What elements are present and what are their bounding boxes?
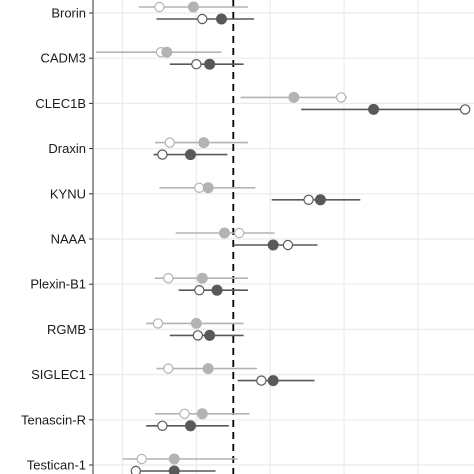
open-point	[152, 318, 164, 329]
y-tick-label: CADM3	[40, 51, 86, 66]
y-axis-ticks: Brorin CADM3 CLEC1B Draxin KYNU NAAA Plexin-B1…	[21, 6, 93, 473]
open-point	[163, 363, 174, 374]
panel-background	[93, 0, 474, 474]
open-point	[157, 420, 168, 431]
open-point	[164, 137, 175, 148]
open-point	[192, 330, 204, 341]
filled-point	[202, 363, 214, 375]
filled-point	[218, 227, 230, 239]
filled-point	[168, 453, 180, 465]
filled-point	[215, 13, 227, 25]
filled-point	[190, 317, 202, 329]
filled-point	[267, 375, 279, 387]
open-point	[179, 408, 190, 419]
open-point	[163, 273, 174, 284]
filled-point	[314, 194, 326, 206]
y-tick-label: CLEC1B	[35, 96, 86, 111]
open-point	[154, 1, 165, 13]
filled-point	[288, 91, 300, 103]
filled-point	[267, 239, 279, 251]
open-point	[335, 92, 347, 103]
filled-point	[211, 284, 223, 296]
filled-point	[196, 272, 208, 284]
open-point	[136, 453, 147, 465]
open-point	[194, 182, 205, 193]
filled-point	[184, 420, 196, 432]
filled-point	[161, 46, 173, 58]
filled-point	[368, 103, 380, 115]
open-point	[256, 375, 267, 386]
y-tick-label: Plexin-B1	[30, 277, 86, 292]
filled-point	[204, 58, 216, 70]
open-point	[459, 104, 471, 115]
filled-point	[204, 329, 216, 341]
y-tick-label: Draxin	[48, 141, 86, 156]
filled-point	[202, 182, 214, 194]
filled-point	[184, 149, 196, 161]
filled-point	[168, 465, 180, 474]
open-point	[157, 149, 168, 160]
filled-point	[198, 137, 210, 149]
open-point	[197, 13, 208, 25]
y-tick-label: SIGLEC1	[31, 367, 86, 382]
open-point	[194, 285, 205, 296]
y-tick-label: KYNU	[50, 186, 86, 201]
y-tick-label: Brorin	[51, 6, 86, 21]
open-point	[282, 239, 294, 251]
y-tick-label: NAAA	[51, 232, 87, 247]
open-point	[303, 194, 314, 205]
open-point	[191, 58, 202, 70]
filled-point	[187, 1, 199, 13]
y-tick-label: Testican-1	[27, 458, 86, 473]
y-tick-label: RGMB	[47, 322, 86, 337]
open-point	[130, 465, 142, 474]
filled-point	[196, 408, 208, 420]
data-marks	[95, 1, 471, 474]
open-point	[233, 227, 245, 239]
gridlines	[93, 0, 474, 474]
y-tick-label: Tenascin-R	[21, 412, 86, 427]
